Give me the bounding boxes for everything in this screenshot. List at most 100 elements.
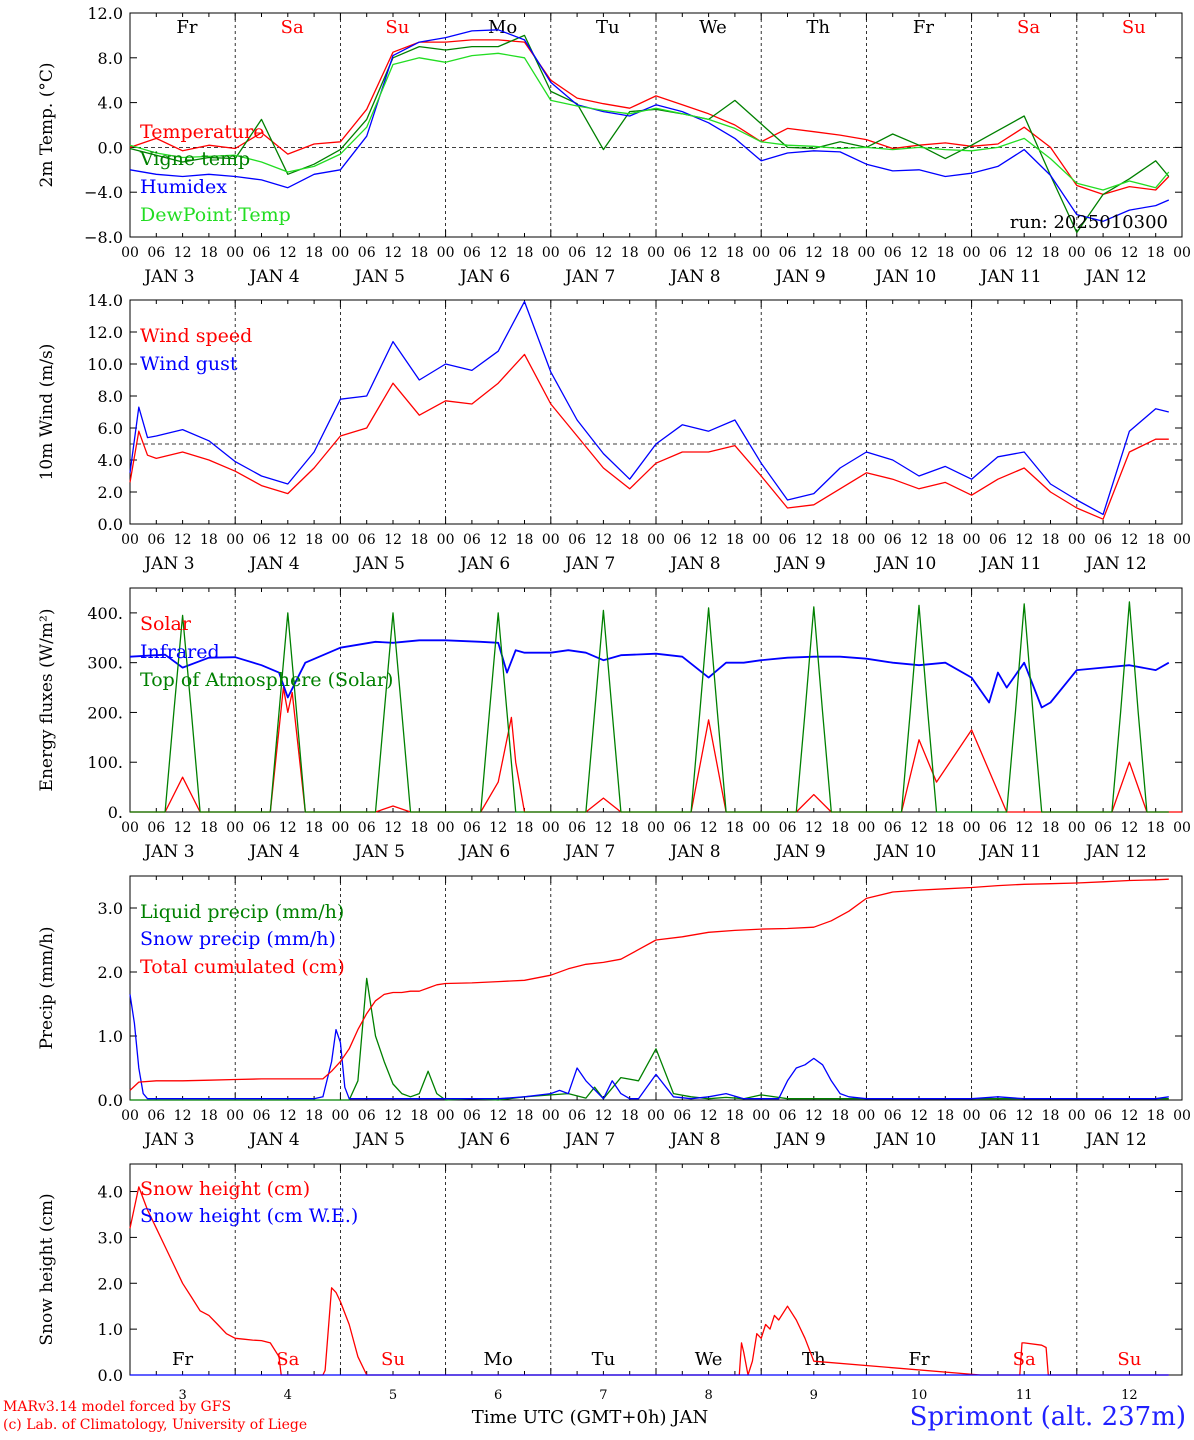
y-axis-label: Precip (mm/h): [37, 926, 57, 1049]
x-hour-label: 18: [200, 245, 218, 261]
x-day-number: 12: [1121, 1388, 1138, 1403]
y-tick-label: 14.0: [87, 291, 123, 310]
x-day-label: JAN 10: [873, 554, 936, 574]
panel-energy: 0. 100. 200. 300. 400. Energy fluxes (W/m²) 00…: [37, 587, 1191, 862]
x-hour-label: 12: [279, 820, 297, 836]
series-line-precip-1: [129, 994, 1169, 1100]
y-tick-label: 4.0: [98, 1183, 123, 1202]
y-tick-label: 0.0: [98, 515, 123, 534]
x-day-label: JAN 11: [979, 842, 1042, 862]
x-hour-label: 18: [831, 820, 849, 836]
x-hour-label: 12: [594, 820, 612, 836]
x-hour-label: 12: [384, 1108, 402, 1124]
x-hour-label: 00: [647, 532, 665, 548]
legend-entry: Top of Atmosphere (Solar): [140, 669, 393, 691]
x-hour-label: 00: [1173, 820, 1191, 836]
y-tick-label: 300.: [87, 654, 123, 673]
x-day-label: JAN 8: [668, 267, 720, 287]
y-tick-label: −4.0: [84, 183, 123, 202]
run-label: run: 2025010300: [1010, 212, 1168, 233]
x-hour-label: 18: [621, 820, 639, 836]
x-hour-label: 12: [489, 532, 507, 548]
y-tick-label: 1.0: [98, 1027, 123, 1046]
x-hour-label: 18: [410, 1108, 428, 1124]
x-hour-label: 12: [594, 1108, 612, 1124]
x-day-label: JAN 9: [774, 1130, 826, 1150]
x-hour-label: 00: [752, 1108, 770, 1124]
x-day-label: JAN 8: [668, 842, 720, 862]
x-hour-label: 06: [358, 820, 376, 836]
x-hour-label: 18: [621, 245, 639, 261]
x-hour-label: 06: [463, 532, 481, 548]
x-hour-label: 12: [384, 820, 402, 836]
x-hour-label: 12: [1120, 1108, 1138, 1124]
x-hour-label: 06: [779, 245, 797, 261]
y-axis-label: Energy fluxes (W/m²): [37, 609, 57, 792]
x-hour-label: 06: [568, 820, 586, 836]
x-hour-label: 00: [331, 532, 349, 548]
x-hour-label: 18: [516, 532, 534, 548]
plot-frame: [129, 587, 1183, 813]
x-day-label: JAN 4: [248, 842, 300, 862]
x-day-label: JAN 12: [1084, 267, 1147, 287]
x-hour-label: 18: [305, 532, 323, 548]
x-hour-label: 18: [726, 1108, 744, 1124]
weekday-label: Su: [1117, 1349, 1141, 1370]
legend-entry: Total cumulated (cm): [140, 956, 345, 978]
x-day-number: 7: [599, 1388, 607, 1403]
weekday-label: Fr: [176, 17, 197, 38]
x-hour-label: 00: [647, 820, 665, 836]
x-hour-label: 06: [673, 820, 691, 836]
legend-entry: Snow precip (mm/h): [140, 928, 336, 950]
x-hour-label: 06: [989, 532, 1007, 548]
x-hour-label: 00: [1173, 532, 1191, 548]
x-hour-label: 06: [673, 245, 691, 261]
y-tick-label: 10.0: [87, 355, 123, 374]
x-day-label: JAN 6: [458, 554, 510, 574]
x-hour-label: 00: [647, 1108, 665, 1124]
legend-entry: Humidex: [140, 176, 227, 198]
x-hour-label: 06: [358, 245, 376, 261]
x-hour-label: 00: [963, 1108, 981, 1124]
x-hour-label: 06: [253, 532, 271, 548]
y-tick-label: 4.0: [98, 451, 123, 470]
x-hour-label: 12: [700, 245, 718, 261]
plot-frame: [129, 299, 1183, 525]
y-tick-label: 4.0: [98, 94, 123, 113]
x-hour-label: 12: [700, 820, 718, 836]
x-hour-label: 00: [647, 245, 665, 261]
x-hour-label: 12: [805, 1108, 823, 1124]
x-hour-label: 18: [1147, 820, 1165, 836]
x-hour-label: 00: [226, 820, 244, 836]
x-hour-label: 06: [673, 532, 691, 548]
x-hour-label: 18: [936, 532, 954, 548]
x-hour-label: 12: [489, 1108, 507, 1124]
x-hour-label: 00: [752, 820, 770, 836]
x-hour-label: 18: [516, 820, 534, 836]
weekday-label: Th: [802, 1349, 826, 1370]
y-axis-label: 10m Wind (m/s): [37, 344, 57, 481]
x-day-number: 11: [1016, 1388, 1033, 1403]
x-hour-label: 00: [752, 245, 770, 261]
legend-entry: Infrared: [140, 641, 220, 663]
x-hour-label: 12: [1120, 820, 1138, 836]
y-tick-label: 6.0: [98, 419, 123, 438]
x-hour-label: 18: [726, 820, 744, 836]
x-hour-label: 06: [253, 1108, 271, 1124]
weekday-label: Mo: [484, 1349, 513, 1370]
y-tick-label: 0.0: [98, 1366, 123, 1385]
x-hour-label: 18: [1042, 245, 1060, 261]
x-hour-label: 18: [726, 245, 744, 261]
x-day-label: JAN 8: [668, 554, 720, 574]
x-hour-label: 18: [621, 532, 639, 548]
x-day-label: JAN 5: [353, 267, 405, 287]
x-hour-label: 00: [437, 245, 455, 261]
x-day-label: JAN 4: [248, 267, 300, 287]
x-hour-label: 12: [174, 1108, 192, 1124]
x-hour-label: 00: [437, 820, 455, 836]
x-day-label: JAN 11: [979, 267, 1042, 287]
x-hour-label: 00: [857, 245, 875, 261]
y-tick-label: −8.0: [84, 228, 123, 247]
x-hour-label: 12: [279, 1108, 297, 1124]
y-tick-label: 8.0: [98, 387, 123, 406]
